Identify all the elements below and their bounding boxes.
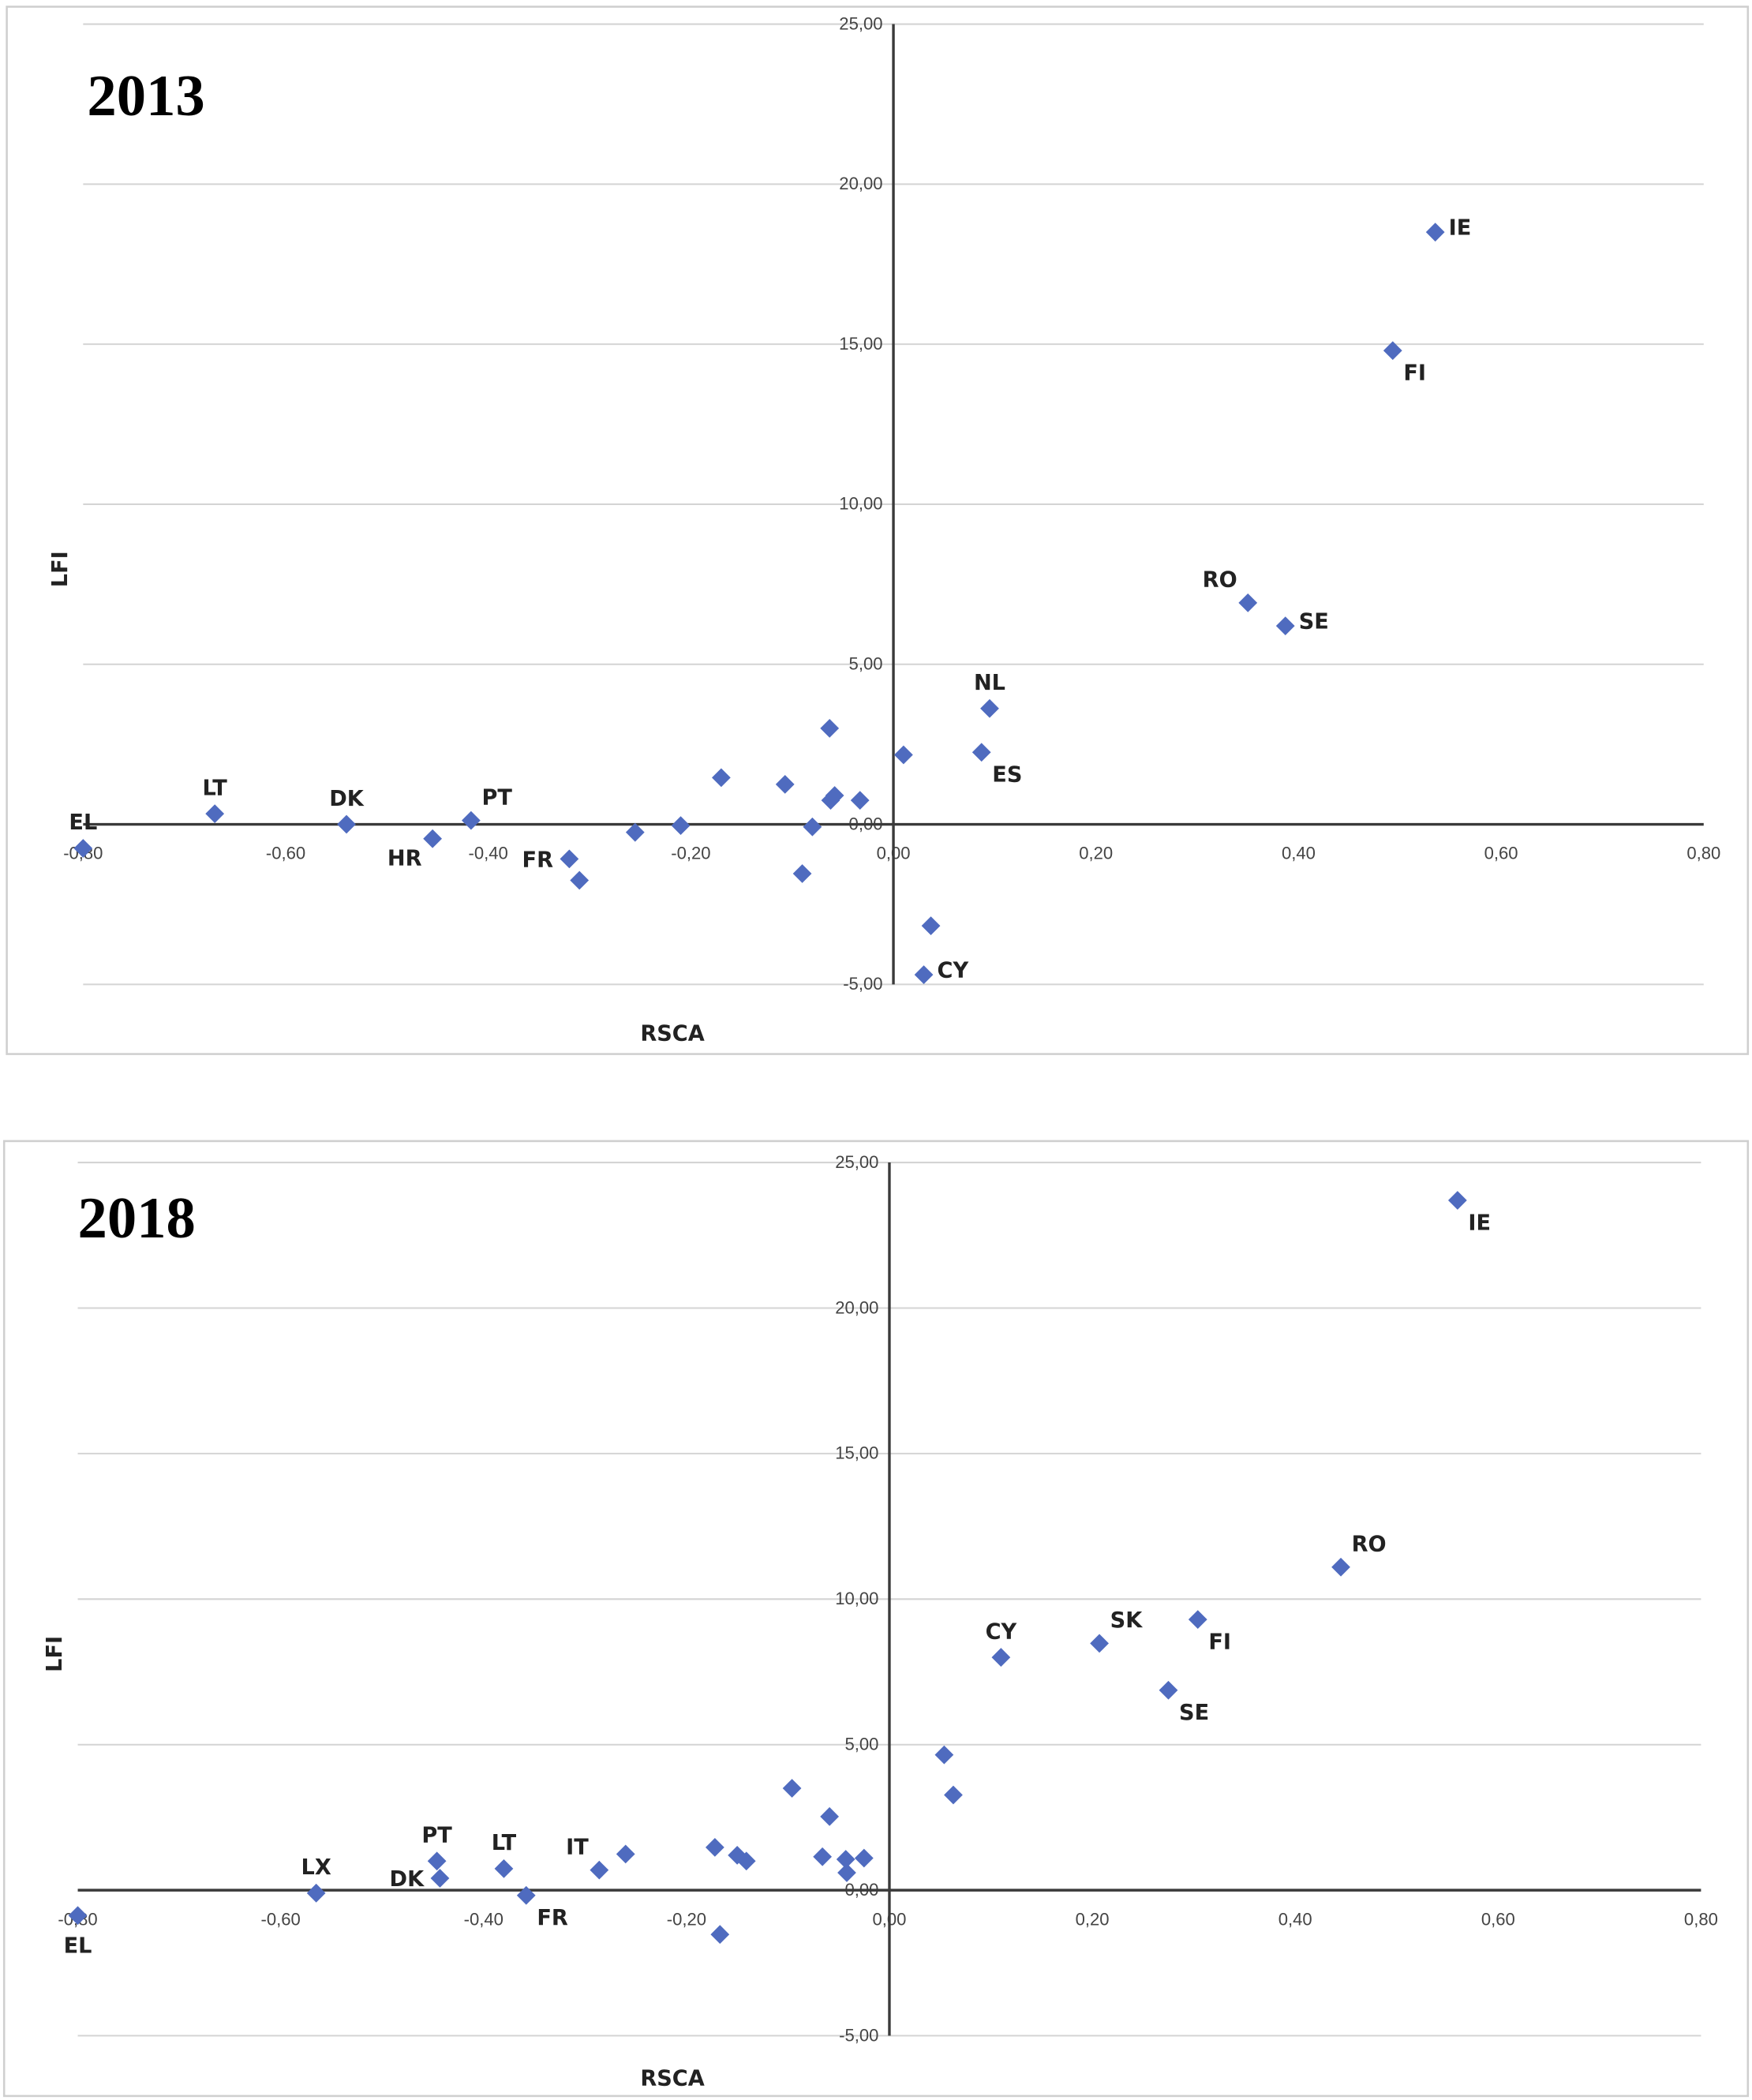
point-label: FI [1403, 361, 1426, 386]
data-point [705, 1838, 724, 1857]
x-tick-label: 0,60 [1484, 844, 1518, 863]
y-tick-label: -5,00 [839, 2025, 878, 2045]
y-tick-label: 5,00 [844, 1735, 878, 1754]
x-tick-label: -0,20 [667, 1909, 706, 1929]
point-label: ES [992, 763, 1022, 788]
point-label: PT [481, 785, 512, 810]
y-tick-label: 20,00 [835, 1297, 878, 1317]
y-axis-title: LFI [43, 1636, 67, 1672]
x-tick-label: 0,20 [1076, 1909, 1110, 1929]
point-label: SE [1179, 1701, 1209, 1725]
data-point [894, 745, 913, 765]
data-point [712, 768, 731, 788]
data-point-ie [1425, 223, 1445, 242]
y-tick-label: 20,00 [839, 174, 882, 193]
data-point [775, 774, 795, 794]
point-label: IE [1449, 216, 1472, 241]
data-point [671, 816, 691, 836]
y-tick-label: 10,00 [839, 494, 882, 514]
point-label: FR [537, 1906, 568, 1930]
data-point [625, 822, 645, 842]
point-label: EL [69, 810, 97, 835]
chart-frame [6, 6, 1750, 1055]
point-label: SE [1299, 609, 1329, 634]
x-tick-label: 0,80 [1686, 844, 1720, 863]
y-tick-label: -5,00 [843, 974, 882, 994]
point-label: HR [387, 847, 422, 871]
x-tick-label: -0,40 [464, 1909, 504, 1929]
chart-title: 2013 [87, 63, 204, 129]
y-tick-label: 25,00 [835, 1152, 878, 1172]
y-axis-title: LFI [48, 551, 73, 587]
x-tick-label: -0,20 [671, 844, 710, 863]
y-tick-label: 25,00 [839, 13, 882, 33]
x-tick-label: -0,60 [266, 844, 305, 863]
data-point [820, 718, 840, 738]
point-label: CY [986, 1619, 1017, 1644]
x-tick-label: -0,40 [469, 844, 508, 863]
point-label: SK [1110, 1608, 1144, 1633]
y-tick-label: 15,00 [839, 334, 882, 354]
point-label: LT [492, 1831, 517, 1855]
data-point-fr [516, 1885, 536, 1905]
point-label: DK [329, 787, 365, 811]
data-point [934, 1745, 954, 1765]
x-tick-label: 0,40 [1278, 1909, 1312, 1929]
point-label: LX [301, 1855, 331, 1880]
chart-frame [2, 1140, 1750, 2098]
y-tick-label: 10,00 [835, 1589, 878, 1608]
data-point [850, 791, 870, 810]
chart-2013: 2013 LFI RSCA -5,000,005,0010,0015,0020,… [6, 6, 1750, 1055]
x-axis-title: RSCA [640, 2066, 704, 2091]
x-tick-label: 0,40 [1282, 844, 1316, 863]
point-label: CY [938, 959, 969, 983]
point-label: IT [566, 1835, 589, 1859]
point-label: FR [522, 848, 554, 873]
point-label: LT [203, 776, 228, 800]
data-point [710, 1925, 730, 1945]
point-label: PT [421, 1823, 452, 1847]
x-tick-label: -0,60 [261, 1909, 301, 1929]
x-tick-label: 0,20 [1079, 844, 1113, 863]
x-tick-label: 0,60 [1481, 1909, 1515, 1929]
y-tick-label: 5,00 [849, 654, 883, 674]
x-axis-title: RSCA [640, 1022, 704, 1046]
point-label: RO [1203, 568, 1237, 593]
point-label: EL [64, 1934, 92, 1959]
point-label: RO [1352, 1532, 1387, 1556]
data-point-fi [1383, 341, 1402, 361]
data-point-ie [1447, 1191, 1467, 1210]
data-point-cy [991, 1648, 1011, 1667]
point-label: FI [1208, 1630, 1231, 1654]
data-point-pt [462, 810, 481, 830]
data-point [792, 864, 812, 883]
data-point [825, 786, 844, 805]
y-tick-label: 15,00 [835, 1443, 878, 1463]
chart-title: 2018 [78, 1185, 196, 1251]
chart-2018: 2018 LFI RSCA -5,000,005,0010,0015,0020,… [2, 1140, 1750, 2098]
point-label: DK [390, 1867, 425, 1892]
x-tick-label: 0,80 [1684, 1909, 1718, 1929]
point-label: NL [974, 671, 1005, 695]
point-label: IE [1468, 1211, 1491, 1235]
